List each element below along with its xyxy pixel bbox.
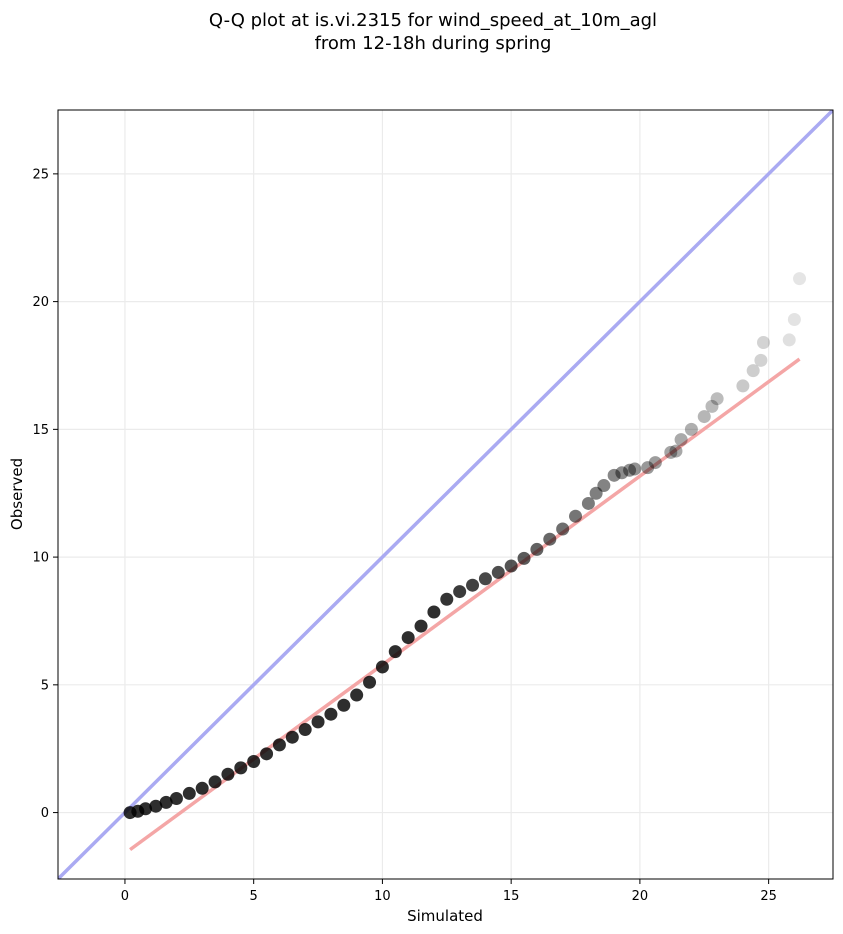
qq-point <box>375 660 389 674</box>
identity-line <box>58 110 833 879</box>
qq-point <box>710 392 724 406</box>
y-axis-label: Observed <box>8 458 26 530</box>
x-tick-label: 15 <box>503 889 520 904</box>
chart-subtitle: from 12-18h during spring <box>315 33 552 54</box>
qq-point <box>285 730 299 744</box>
qq-point <box>311 715 325 729</box>
qq-point <box>272 738 286 752</box>
x-tick-label: 10 <box>374 889 391 904</box>
qq-point <box>756 335 770 349</box>
qq-point <box>504 559 518 573</box>
qq-point <box>139 802 153 816</box>
qq-point <box>491 565 505 579</box>
x-tick-label: 5 <box>250 889 258 904</box>
qq-point <box>388 645 402 659</box>
qq-point <box>589 486 603 500</box>
qq-point <box>159 795 173 809</box>
qq-point <box>247 754 261 768</box>
qq-point <box>736 379 750 393</box>
qq-point <box>169 792 183 806</box>
qq-point <box>648 456 662 470</box>
qq-point <box>628 462 642 476</box>
y-tick-label: 25 <box>32 167 49 182</box>
y-tick-label: 5 <box>41 678 49 693</box>
qq-point <box>607 468 621 482</box>
qq-point <box>793 272 807 286</box>
qq-point <box>754 353 768 367</box>
qq-point <box>440 592 454 606</box>
qq-point <box>427 605 441 619</box>
qq-point <box>234 761 248 775</box>
qq-point <box>669 444 683 458</box>
axis-ticks: 0 5 10 15 20 25 0 5 10 15 20 25 <box>32 167 776 904</box>
qq-point <box>478 572 492 586</box>
reference-lines <box>58 110 833 879</box>
qq-point <box>787 312 801 326</box>
x-tick-label: 25 <box>760 889 777 904</box>
qq-point <box>597 479 611 493</box>
qq-point <box>298 723 312 737</box>
qq-point <box>705 399 719 413</box>
qq-point <box>208 775 222 789</box>
qq-point <box>581 496 595 510</box>
qq-point <box>453 585 467 599</box>
qq-point <box>182 786 196 800</box>
y-tick-label: 0 <box>41 806 49 821</box>
qq-point <box>260 747 274 761</box>
qq-point <box>697 410 711 424</box>
x-tick-label: 20 <box>632 889 649 904</box>
qq-point <box>337 698 351 712</box>
qq-point <box>782 333 796 347</box>
qq-points <box>123 272 807 820</box>
qq-point <box>684 422 698 436</box>
qq-point <box>569 509 583 523</box>
qq-point <box>324 707 338 721</box>
qq-point <box>414 619 428 633</box>
qq-point <box>517 551 531 565</box>
y-tick-label: 10 <box>32 551 49 566</box>
qq-point <box>466 578 480 592</box>
qq-point <box>363 675 377 689</box>
qq-point <box>674 433 688 447</box>
qq-point <box>221 767 235 781</box>
qq-point <box>664 445 678 459</box>
y-tick-label: 20 <box>32 295 49 310</box>
qq-point <box>623 463 637 477</box>
qq-point <box>641 461 655 475</box>
qq-point <box>401 631 415 645</box>
qq-point <box>530 542 544 556</box>
qq-point <box>615 466 629 480</box>
x-tick-label: 0 <box>121 889 129 904</box>
qq-point <box>543 532 557 546</box>
qq-point <box>556 522 570 536</box>
qq-point <box>746 364 760 378</box>
qq-point <box>195 781 209 795</box>
qq-point <box>350 688 364 702</box>
y-tick-label: 15 <box>32 423 49 438</box>
chart-title: Q-Q plot at is.vi.2315 for wind_speed_at… <box>209 10 657 31</box>
qq-point <box>149 799 163 813</box>
plot-frame <box>57 109 834 880</box>
x-axis-label: Simulated <box>407 907 483 925</box>
